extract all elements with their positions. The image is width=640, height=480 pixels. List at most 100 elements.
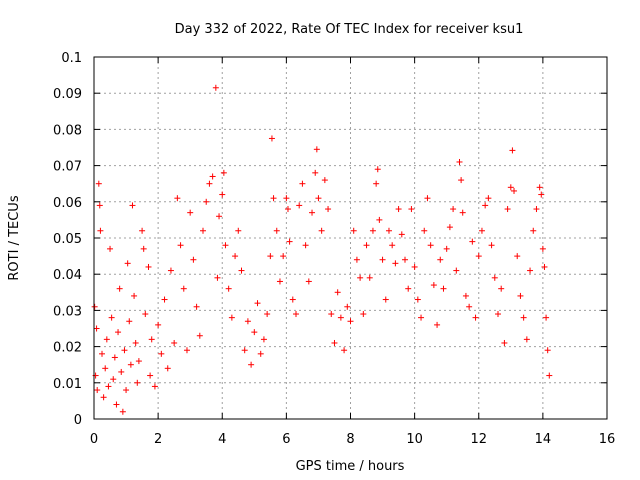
data-point <box>315 195 322 202</box>
data-point <box>334 289 341 296</box>
data-point <box>523 336 530 343</box>
data-point <box>331 339 338 346</box>
data-point <box>504 206 511 213</box>
data-point <box>402 256 409 263</box>
y-tick-label: 0 <box>74 413 82 428</box>
data-point <box>164 365 171 372</box>
data-point <box>458 177 465 184</box>
data-point <box>374 166 381 173</box>
data-point <box>206 180 213 187</box>
data-point <box>155 321 162 328</box>
data-point <box>119 408 126 415</box>
data-point <box>520 314 527 321</box>
data-point <box>446 224 453 231</box>
data-point <box>134 379 141 386</box>
data-point <box>100 394 107 401</box>
data-point <box>530 227 537 234</box>
y-tick-label: 0.07 <box>53 160 82 175</box>
data-point <box>111 354 118 361</box>
data-point <box>543 314 550 321</box>
data-point <box>414 296 421 303</box>
data-point <box>527 267 534 274</box>
data-point <box>267 253 274 260</box>
data-point <box>309 209 316 216</box>
data-point <box>517 292 524 299</box>
data-point <box>264 311 271 318</box>
data-point <box>280 253 287 260</box>
data-point <box>222 242 229 249</box>
data-point <box>408 206 415 213</box>
data-point <box>95 180 102 187</box>
x-tick-label: 16 <box>599 432 616 447</box>
y-tick-label: 0.01 <box>53 377 82 392</box>
data-point <box>366 274 373 281</box>
data-point <box>96 202 103 209</box>
data-point <box>344 303 351 310</box>
data-point <box>405 285 412 292</box>
data-point <box>292 311 299 318</box>
data-point <box>418 314 425 321</box>
data-point <box>212 84 219 91</box>
data-point <box>121 347 128 354</box>
y-tick-label: 0.06 <box>53 196 82 211</box>
data-point <box>254 300 261 307</box>
data-point <box>225 285 232 292</box>
data-point <box>501 339 508 346</box>
data-point <box>123 387 130 394</box>
data-point <box>453 267 460 274</box>
data-point <box>421 227 428 234</box>
data-point <box>115 329 122 336</box>
data-point <box>541 263 548 270</box>
data-point <box>302 242 309 249</box>
data-point <box>544 347 551 354</box>
data-point <box>241 347 248 354</box>
data-point <box>238 267 245 274</box>
x-tick-label: 6 <box>282 432 290 447</box>
data-point <box>395 206 402 213</box>
data-point <box>139 227 146 234</box>
data-point <box>219 191 226 198</box>
data-point <box>305 278 312 285</box>
data-point <box>216 213 223 220</box>
data-point <box>389 242 396 249</box>
y-tick-label: 0.04 <box>53 268 82 283</box>
data-point <box>151 383 158 390</box>
data-point <box>536 184 543 191</box>
data-point <box>102 365 109 372</box>
chart-title: Day 332 of 2022, Rate Of TEC Index for r… <box>175 22 524 37</box>
data-point <box>107 245 114 252</box>
data-point <box>509 147 516 154</box>
x-tick-label: 0 <box>90 432 98 447</box>
y-tick-label: 0.08 <box>53 123 82 138</box>
data-point <box>392 260 399 267</box>
axis-ticks <box>93 56 608 420</box>
data-point <box>328 311 335 318</box>
data-point <box>158 350 165 357</box>
data-point <box>363 242 370 249</box>
data-point <box>533 206 540 213</box>
data-point <box>148 336 155 343</box>
data-point <box>131 292 138 299</box>
data-point <box>220 169 227 176</box>
data-point <box>91 303 98 310</box>
x-tick-label: 14 <box>535 432 552 447</box>
data-point <box>113 401 120 408</box>
data-point <box>466 303 473 310</box>
data-point <box>174 195 181 202</box>
data-point <box>283 195 290 202</box>
data-point <box>93 325 100 332</box>
data-point <box>514 253 521 260</box>
data-point <box>284 206 291 213</box>
data-point <box>424 195 431 202</box>
data-point <box>440 285 447 292</box>
data-point <box>321 177 328 184</box>
data-point <box>257 350 264 357</box>
data-point <box>232 253 239 260</box>
data-point <box>180 285 187 292</box>
data-point <box>142 311 149 318</box>
data-point <box>485 195 492 202</box>
data-point <box>260 336 267 343</box>
data-point <box>379 256 386 263</box>
data-point <box>161 296 168 303</box>
data-point <box>385 227 392 234</box>
